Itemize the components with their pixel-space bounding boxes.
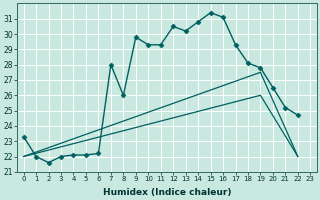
X-axis label: Humidex (Indice chaleur): Humidex (Indice chaleur) — [103, 188, 231, 197]
